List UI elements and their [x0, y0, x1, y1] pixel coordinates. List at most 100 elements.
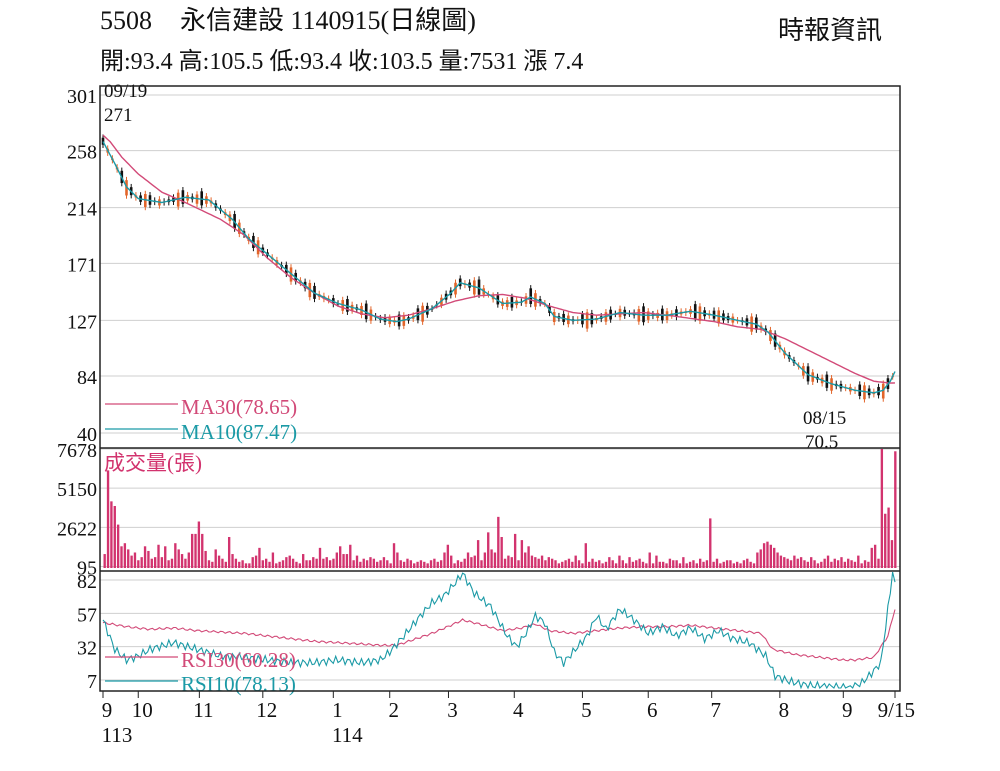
x-tick-label: 8	[779, 698, 790, 722]
volume-bar	[295, 561, 298, 568]
source-label: 時報資訊	[778, 16, 883, 45]
volume-bar	[503, 558, 507, 568]
price-candle	[181, 190, 185, 204]
price-candle	[693, 304, 697, 319]
volume-bar	[241, 560, 244, 568]
volume-bar	[322, 558, 325, 568]
volume-bar	[863, 560, 867, 568]
volume-bar	[813, 560, 816, 568]
volume-bar	[342, 554, 345, 568]
rsi-tick-label: 82	[77, 571, 97, 593]
chart-frame	[99, 85, 901, 692]
volume-bar	[204, 550, 207, 568]
volume-bar	[470, 557, 473, 568]
volume-bar	[177, 549, 180, 568]
x-tick-label: 9	[102, 698, 113, 722]
volume-bar	[692, 560, 695, 568]
volume-bar	[184, 558, 187, 568]
volume-bar	[803, 560, 806, 568]
volume-bar	[150, 558, 153, 568]
volume-bar	[507, 555, 510, 568]
rsi-series-line	[102, 571, 896, 690]
volume-bar	[372, 558, 376, 568]
volume-bar	[524, 552, 527, 568]
volume-bar	[843, 561, 847, 568]
volume-bar	[719, 563, 722, 568]
volume-bar	[335, 552, 339, 568]
volume-bar	[180, 554, 184, 568]
volume-bar	[365, 560, 369, 568]
volume-bar	[645, 563, 648, 568]
volume-bar	[759, 549, 762, 568]
volume-bar	[429, 560, 433, 568]
volume-bar	[752, 563, 756, 568]
volume-bar	[571, 561, 574, 568]
volume-bar	[799, 557, 803, 568]
volume-bar	[732, 563, 736, 568]
volume-bar	[480, 560, 483, 568]
volume-bar	[614, 563, 618, 568]
volume-bar	[611, 560, 614, 568]
volume-bar	[544, 560, 547, 568]
volume-bar	[729, 560, 732, 568]
volume-bar	[476, 540, 480, 568]
volume-bar	[211, 561, 214, 568]
x-tick-label: 9/15	[878, 698, 915, 722]
volume-bar	[527, 546, 530, 568]
volume-bar	[268, 561, 271, 568]
price-tick-label: 171	[67, 254, 97, 276]
volume-bar	[688, 561, 692, 568]
volume-bar	[873, 544, 877, 568]
volume-bar	[332, 558, 335, 568]
volume-bar	[254, 555, 258, 568]
volume-bar	[460, 561, 463, 568]
volume-bar	[766, 541, 769, 568]
legend-entry: MA30(78.65)	[181, 395, 297, 419]
volume-bar	[534, 557, 537, 568]
volume-bar	[715, 558, 719, 568]
volume-bar	[628, 557, 631, 568]
volume-bar	[783, 557, 786, 568]
volume-tick-label: 2622	[57, 518, 97, 540]
legend-entry: MA10(87.47)	[181, 420, 297, 444]
volume-bar	[894, 451, 897, 568]
volume-bar	[456, 560, 460, 568]
volume-bar	[423, 561, 426, 568]
x-tick-label: 6	[647, 698, 658, 722]
volume-bar	[130, 555, 133, 568]
volume-bar	[497, 516, 500, 568]
volume-bar	[446, 544, 450, 568]
price-candle	[200, 191, 204, 206]
volume-bar	[699, 558, 702, 568]
price-candle	[881, 383, 885, 399]
volume-bar	[433, 558, 436, 568]
volume-bar	[631, 561, 635, 568]
volume-bar	[587, 561, 591, 568]
volume-bar	[214, 549, 217, 568]
volume-bar	[702, 561, 705, 568]
x-tick-label: 10	[132, 698, 153, 722]
volume-bar	[153, 557, 157, 568]
volume-bar	[345, 554, 349, 568]
volume-bar	[608, 557, 611, 568]
volume-bar	[722, 561, 725, 568]
rsi-series-line	[102, 609, 896, 662]
annotation-value: 70.5	[805, 432, 838, 453]
volume-bar	[672, 560, 675, 568]
volume-bar	[376, 561, 379, 568]
volume-tick-label: 95	[77, 558, 97, 580]
x-tick-label: 9	[842, 698, 853, 722]
volume-bar	[594, 561, 598, 568]
volume-bar	[833, 558, 836, 568]
x-tick-label: 2	[388, 698, 399, 722]
volume-bar	[739, 563, 742, 568]
volume-bar	[406, 558, 409, 568]
annotation-date: 09/19	[104, 81, 147, 102]
volume-bar	[598, 560, 601, 568]
volume-bar	[140, 557, 143, 568]
volume-bar	[530, 555, 534, 568]
price-tick-label: 301	[67, 86, 97, 108]
volume-bar	[174, 543, 177, 568]
volume-bar	[638, 558, 641, 568]
